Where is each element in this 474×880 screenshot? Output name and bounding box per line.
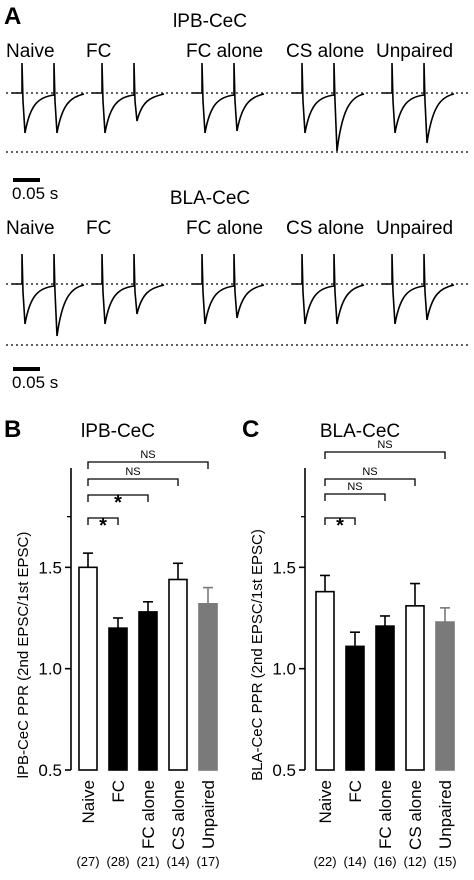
chart-c-n-label-0: (22) xyxy=(313,854,336,869)
chart-c-category-4: Unpaired xyxy=(436,780,455,849)
trace-label-row1-2: FC alone xyxy=(186,41,263,62)
chart-b-ytick-label-2: 1.5 xyxy=(38,558,62,577)
chart-b-category-4: Unpaired xyxy=(199,780,218,849)
trace-label-row1-1: FC xyxy=(86,41,111,62)
chart-b-ytick-label-1: 1.0 xyxy=(38,660,62,679)
trace-label-row1-3: CS alone xyxy=(286,41,364,62)
chart-c-n-label-4: (15) xyxy=(433,854,456,869)
row2-trace-naive xyxy=(12,253,85,337)
chart-c-category-1: FC xyxy=(346,780,365,803)
chart-c-bar-0 xyxy=(315,590,335,771)
chart-c-ytick-label-2: 1.5 xyxy=(272,558,296,577)
chart-b-bar-3 xyxy=(168,578,188,771)
chart-c-sig-1: NS xyxy=(347,481,362,493)
chart-c-ytick-label-1: 1.0 xyxy=(272,660,296,679)
chart-c-n-label-3: (12) xyxy=(403,854,426,869)
scale-label-row1: 0.05 s xyxy=(12,184,58,203)
row1-trace-naive xyxy=(12,62,85,134)
chart-b-category-0: Naive xyxy=(79,780,98,823)
chart-c-title: BLA-CeC xyxy=(320,421,400,442)
trace-label-row1-0: Naive xyxy=(6,41,55,62)
chart-c-category-0: Naive xyxy=(316,780,335,823)
chart-c-bracket-0 xyxy=(324,517,356,525)
chart-b-bracket-2 xyxy=(87,478,179,486)
chart-c-bracket-2 xyxy=(324,478,416,486)
chart-b-sig-1: * xyxy=(114,492,122,514)
chart-b-sig-3: NS xyxy=(140,449,155,461)
traces-row1-title: lPB-CeC xyxy=(173,11,247,32)
row1-trace-fc xyxy=(92,62,165,134)
traces-row2-title: BLA-CeC xyxy=(170,188,250,209)
trace-label-row2-0: Naive xyxy=(6,218,55,239)
chart-b-n-label-3: (14) xyxy=(166,854,189,869)
chart-b-ylabel: lPB-CeC PPR (2nd EPSC/1st EPSC) xyxy=(15,532,32,779)
row1-trace-fc-alone xyxy=(192,62,265,134)
chart-b-sig-2: NS xyxy=(125,466,140,478)
trace-label-row1-4: Unpaired xyxy=(376,41,453,62)
chart-c-bar-2 xyxy=(375,625,395,771)
chart-c-n-label-2: (16) xyxy=(373,854,396,869)
chart-b-n-label-0: (27) xyxy=(76,854,99,869)
chart-b-bracket-0 xyxy=(87,517,119,525)
chart-c-bar-1 xyxy=(345,645,365,771)
chart-b-bar-1 xyxy=(108,627,128,771)
chart-c-category-3: CS alone xyxy=(406,780,425,850)
chart-b-category-1: FC xyxy=(109,780,128,803)
chart-c-bracket-3 xyxy=(324,451,446,459)
chart-c-bar-4 xyxy=(435,621,455,771)
chart-c-bracket-1 xyxy=(324,493,386,501)
row2-trace-unpaired xyxy=(382,253,455,325)
chart-b-sig-0: * xyxy=(99,515,107,537)
row1-trace-unpaired xyxy=(382,62,455,144)
chart-b-bracket-1 xyxy=(87,494,149,502)
chart-b-ytick-label-0: 0.5 xyxy=(38,761,62,780)
trace-label-row2-1: FC xyxy=(86,218,111,239)
chart-b-bracket-3 xyxy=(87,461,209,469)
row2-trace-cs-alone xyxy=(292,253,365,325)
chart-b-category-3: CS alone xyxy=(169,780,188,850)
chart-b-n-label-2: (21) xyxy=(136,854,159,869)
chart-b-bar-4 xyxy=(198,603,218,771)
trace-label-row2-2: FC alone xyxy=(186,218,263,239)
chart-b-n-label-1: (28) xyxy=(106,854,129,869)
chart-c-n-label-1: (14) xyxy=(343,854,366,869)
chart-c-ylabel: BLA-CeC PPR (2nd EPSC/1st EPSC) xyxy=(249,529,266,781)
row2-trace-fc xyxy=(92,253,165,325)
chart-c-bar-3 xyxy=(405,605,425,771)
row1-trace-cs-alone xyxy=(292,62,365,152)
chart-c-sig-2: NS xyxy=(362,466,377,478)
chart-c-sig-0: * xyxy=(336,515,344,537)
chart-b-bar-2 xyxy=(138,611,158,771)
row2-trace-fc-alone xyxy=(192,253,265,325)
chart-b-n-label-4: (17) xyxy=(196,854,219,869)
chart-c-sig-3: NS xyxy=(377,439,392,451)
scale-label-row2: 0.05 s xyxy=(12,373,58,392)
panel-letter-b: B xyxy=(4,416,21,443)
chart-b-bar-0 xyxy=(78,566,98,771)
panel-letter-a: A xyxy=(4,3,21,30)
chart-b-category-2: FC alone xyxy=(139,780,158,849)
trace-label-row2-4: Unpaired xyxy=(376,218,453,239)
chart-c-ytick-label-0: 0.5 xyxy=(272,761,296,780)
trace-label-row2-3: CS alone xyxy=(286,218,364,239)
panel-letter-c: C xyxy=(242,416,259,443)
chart-c-category-2: FC alone xyxy=(376,780,395,849)
chart-b-title: lPB-CeC xyxy=(81,421,155,442)
